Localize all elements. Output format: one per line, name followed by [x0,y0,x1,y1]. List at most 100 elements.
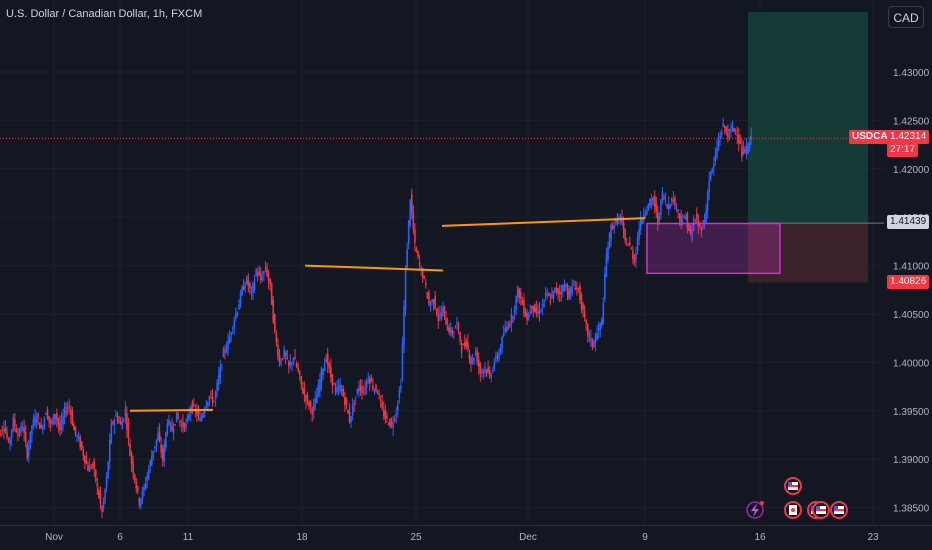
y-tick-label: 1.43000 [893,68,930,79]
candle-body [365,381,368,388]
candle-body [37,414,39,418]
candle-body [491,370,494,372]
candle-body [406,248,408,269]
level-line [304,264,444,272]
candle-body [272,300,275,322]
candle-body [35,418,38,423]
x-tick-label: 11 [183,532,194,543]
resistance-levels[interactable] [129,217,646,412]
candle-body [319,379,321,393]
candle-body [709,171,712,180]
candle-body [442,307,444,316]
candle-body [688,224,690,231]
candle-body [632,250,634,259]
candle-body [624,229,626,240]
candle-body [677,210,679,212]
candle-body [407,220,410,244]
candle-body [101,506,103,512]
candle-body [230,332,233,335]
candle-body [74,426,77,434]
candle-body [717,139,720,147]
candle-body [207,402,209,407]
candle-body [435,309,438,315]
candle-body [238,304,240,310]
range-box[interactable] [646,222,781,275]
x-axis[interactable]: Nov 6 11 18 25 Dec 9 16 23 [45,532,879,543]
candle-body [351,405,354,416]
candle-body [529,311,531,313]
candle-body [465,341,468,347]
candle-body [515,296,517,310]
candle-body [649,199,651,206]
candle-body [481,371,483,373]
candle-body [298,370,301,376]
candle-body [353,403,356,405]
candle-body [418,262,421,265]
candle-body [264,268,267,270]
candle-body [660,199,662,216]
candle-body [68,406,71,408]
target-zone[interactable] [748,12,868,224]
candle-body [87,464,89,472]
candle-body [386,415,388,419]
candle-body [727,132,729,139]
candle-body [439,313,441,316]
candle-body [720,132,723,136]
candle-body [747,143,749,154]
candle-body [278,354,281,363]
candle-body [113,420,116,426]
candle-body [664,200,667,202]
candle-body [432,299,435,303]
candle-body [185,423,187,426]
candle-body [96,483,99,487]
candle-body [541,303,544,308]
candle-body [411,194,413,213]
candle-body [646,210,648,214]
candle-body [46,409,49,419]
candle-body [177,417,180,419]
candle-body [314,398,317,404]
candle-body [398,390,401,398]
candle-body [122,418,125,420]
event-icons[interactable] [746,477,848,519]
candle-body [316,396,318,404]
candle-body [462,343,464,346]
candle-body [337,386,340,388]
candle-body [4,428,7,433]
candle-body [526,312,528,321]
candle-body [281,358,284,360]
candle-body [373,389,376,391]
candle-body [107,461,110,478]
candle-body [538,309,541,314]
candle-body [38,423,41,429]
candle-body [62,415,64,424]
candle-body [136,486,139,492]
candle-body [144,483,147,489]
x-tick-label: 9 [642,532,648,543]
x-tick-label: 6 [117,532,123,543]
candle-body [748,142,751,149]
candle-body [566,290,569,295]
candle-body [476,350,479,363]
candle-body [115,414,117,417]
us-flag-icon [816,506,820,509]
stop-zone[interactable] [748,223,868,283]
candle-body [611,225,614,229]
x-tick-label: Nov [45,532,63,543]
candle-body [488,369,491,376]
candle-body [222,348,225,358]
candle-body [585,319,587,324]
candle-body [342,388,345,397]
candle-body [392,422,394,429]
candle-body [602,303,605,324]
candle-body [249,282,251,289]
candle-body [750,135,753,141]
candle-body [188,413,190,418]
candle-body [523,300,525,313]
currency-button[interactable]: CAD [888,6,924,28]
candle-body [112,422,114,424]
candles [0,117,753,518]
candle-body [594,336,597,344]
